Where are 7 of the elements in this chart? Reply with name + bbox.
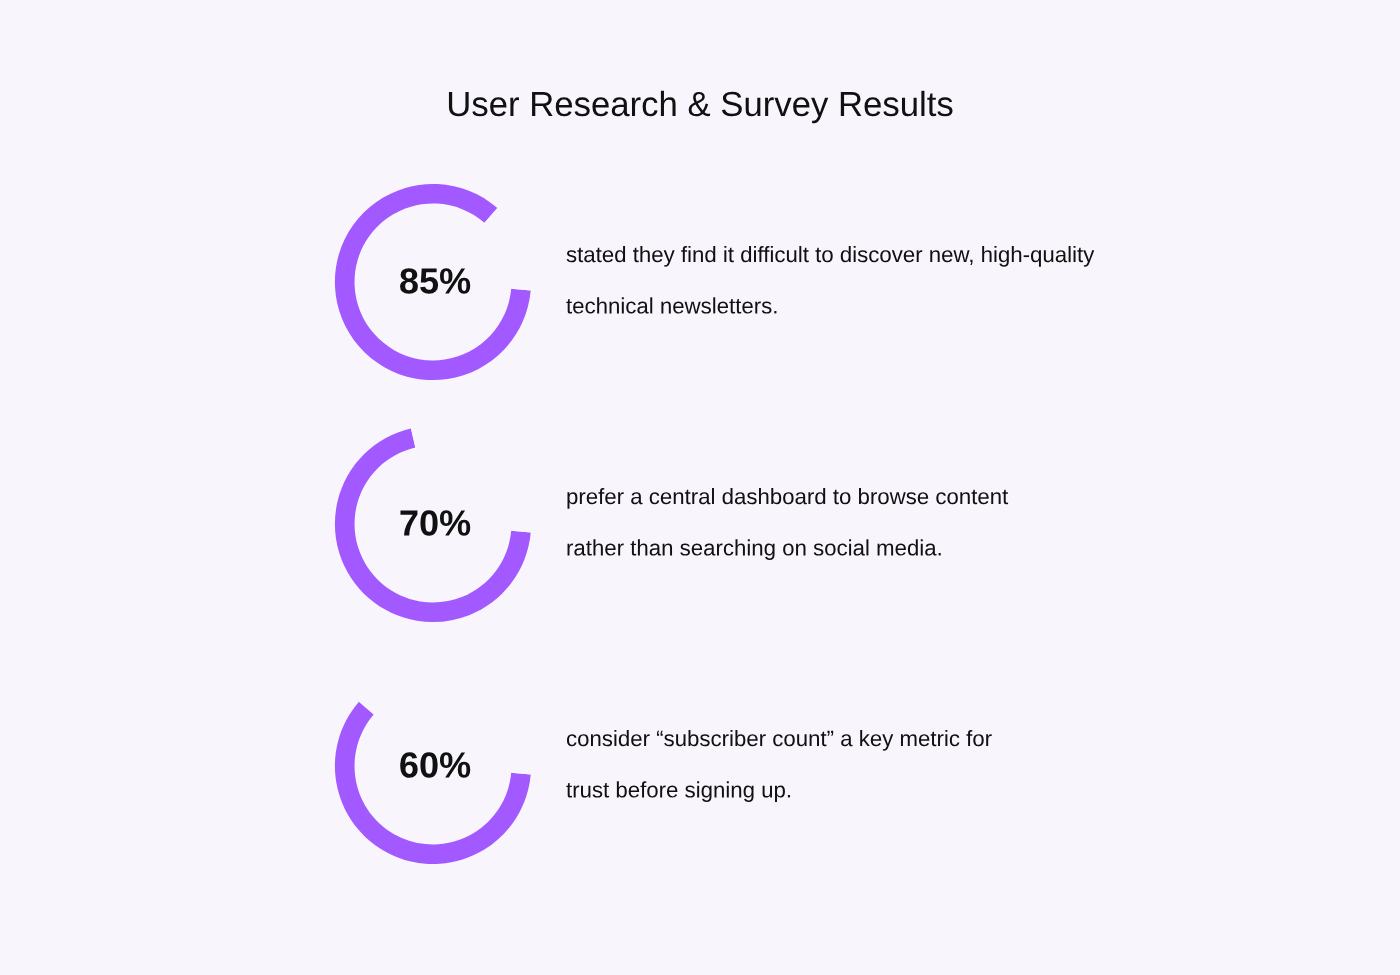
text: User Research & Survey Results: [448, 90, 953, 124]
text: 60%: [400, 752, 471, 778]
text: prefer a central dashboard to browse content rather than searching on social media.: [567, 487, 1009, 561]
text: 85%: [400, 268, 471, 294]
text: stated they find it difficult to discover new, high-quality technical newsletters.: [566, 245, 1095, 314]
text: 70%: [400, 510, 471, 536]
text: consider “subscriber count” a key metric for trust before signing up.: [566, 729, 992, 803]
